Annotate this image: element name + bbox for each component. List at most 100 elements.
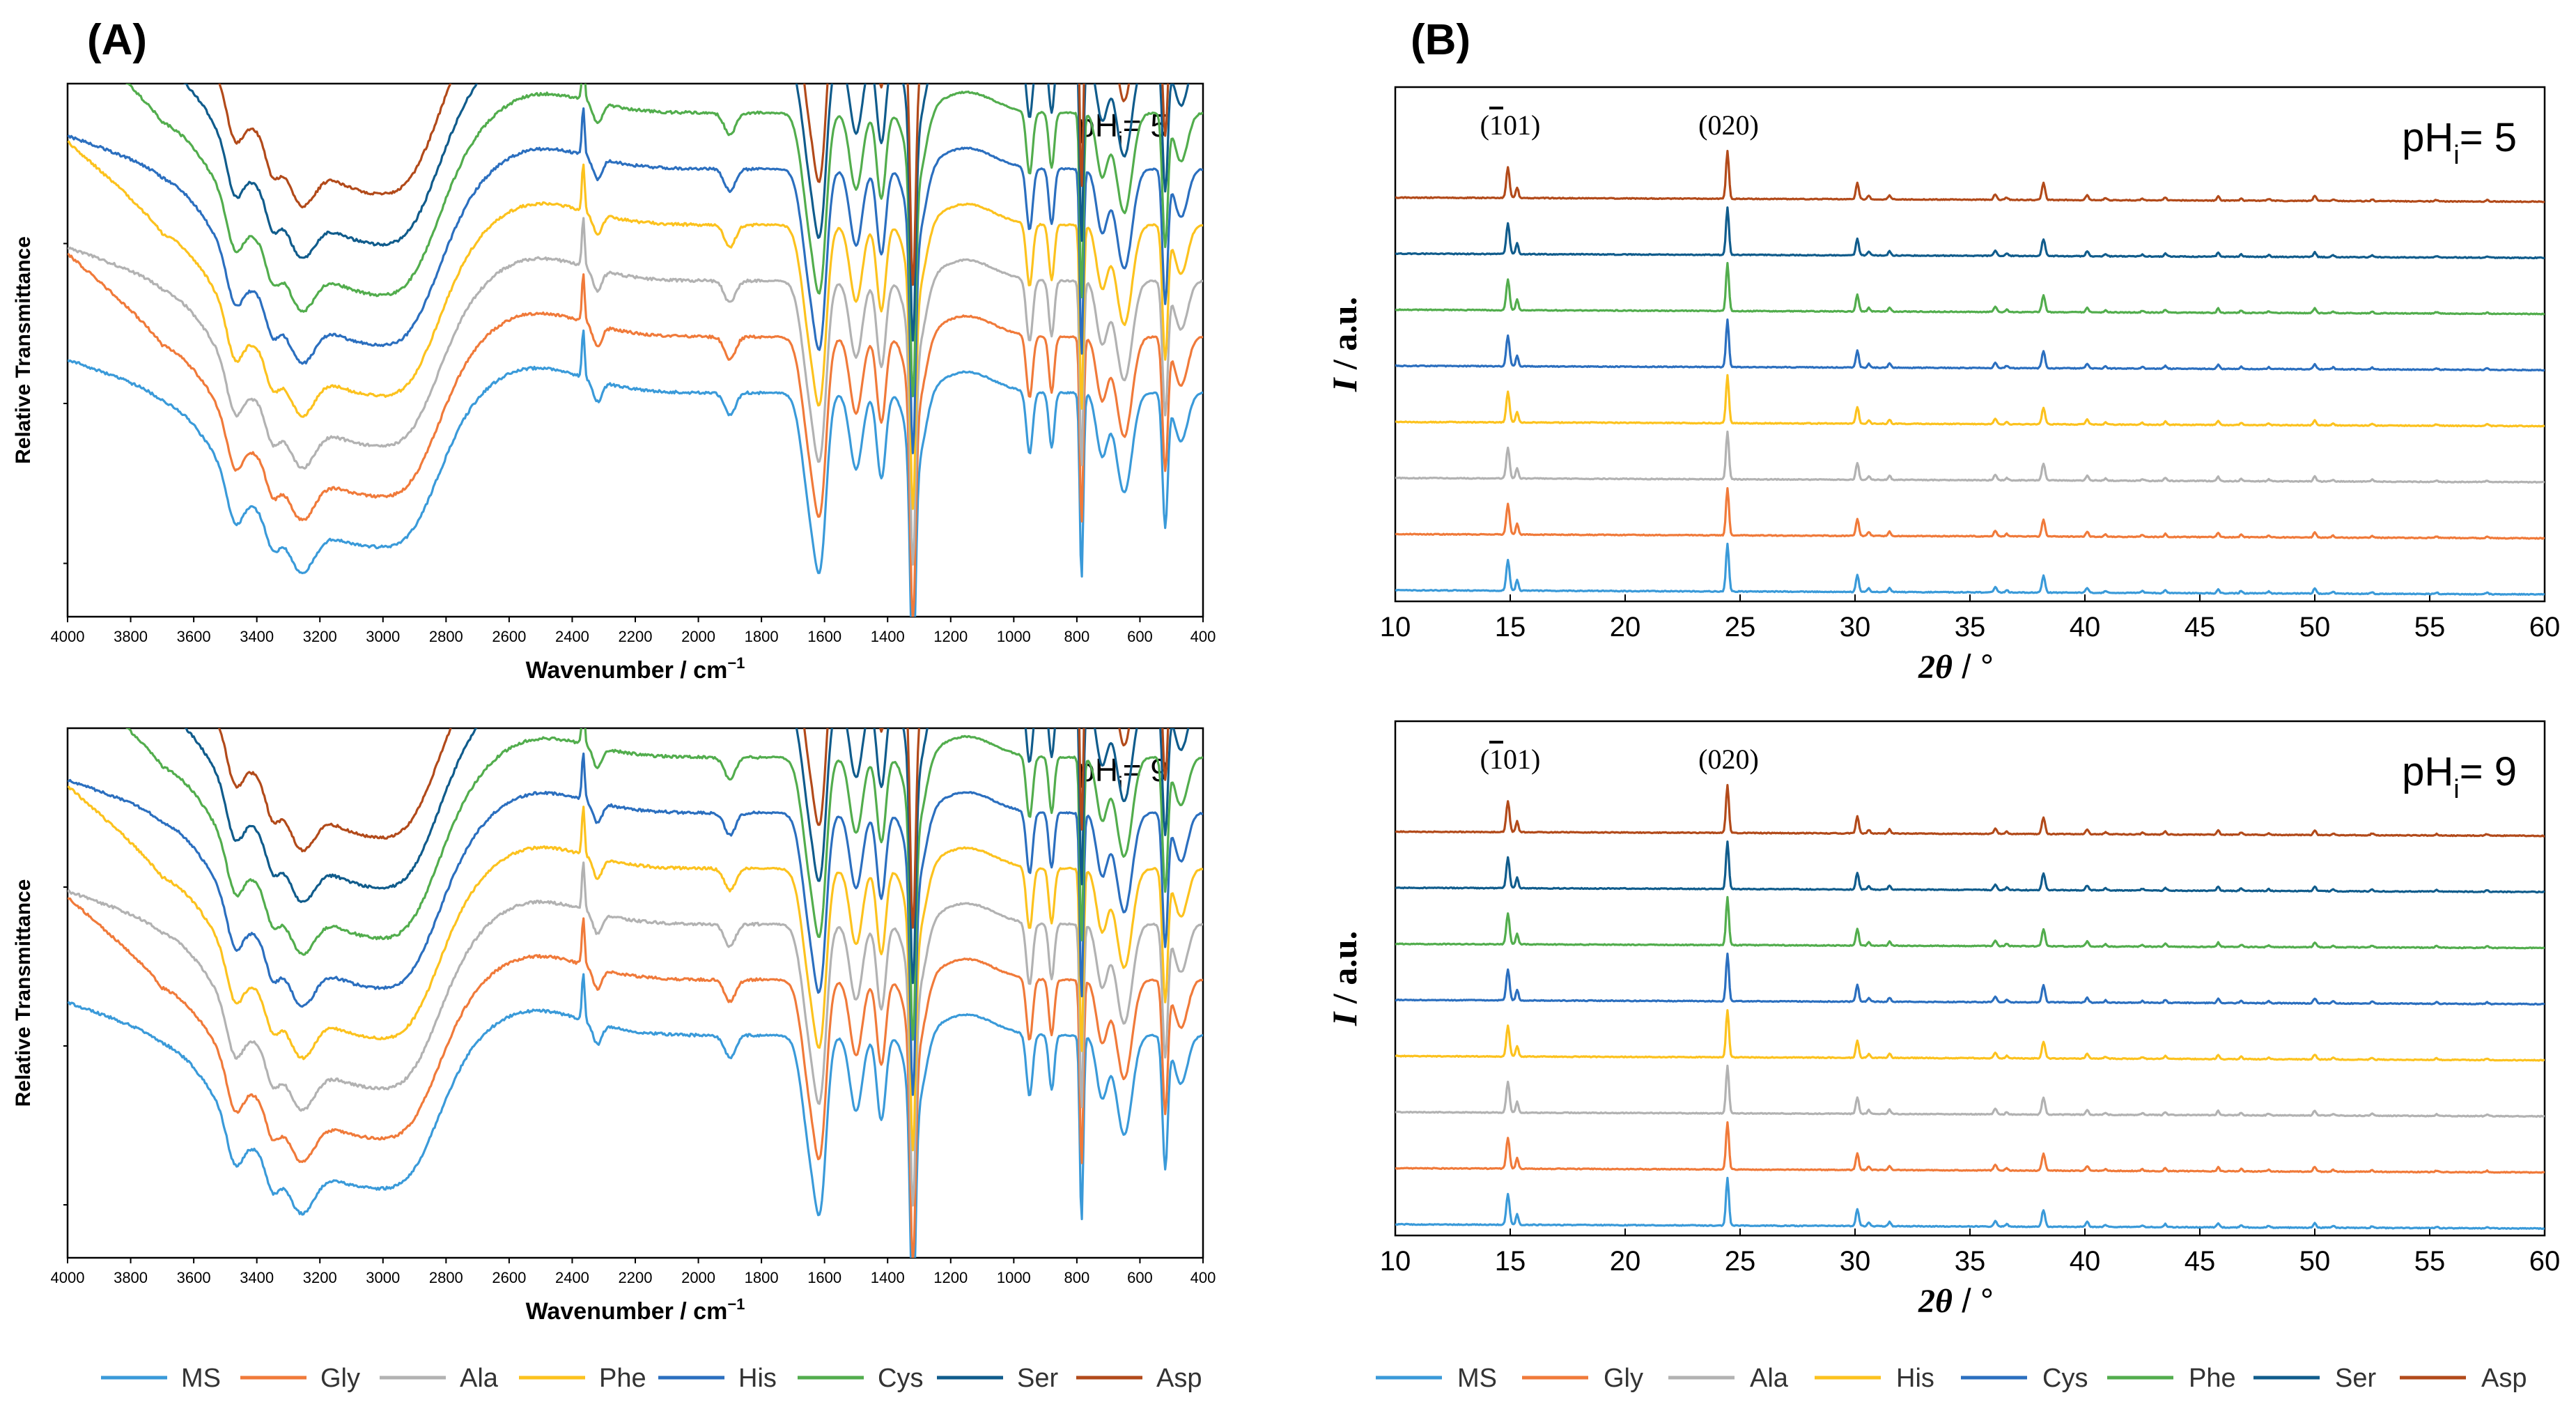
x-tick-label: 1800 [745, 628, 779, 645]
legend-label-phe: Phe [599, 1364, 646, 1393]
x-tick-label: 2600 [492, 1269, 526, 1286]
miller-index-label: (020) [1698, 744, 1759, 775]
x-tick-label: 800 [1064, 1269, 1090, 1286]
xrd-legend: MS Gly Ala His Cys Phe Ser Asp [1376, 1364, 2527, 1393]
series-line-ms [68, 973, 1203, 1258]
x-tick-label: 10 [1380, 612, 1411, 642]
x-tick-label: 35 [1955, 1246, 1986, 1277]
series-line-cys [1395, 953, 2545, 1006]
x-tick-label: 600 [1127, 628, 1153, 645]
x-tick-label: 3200 [303, 1269, 337, 1286]
legend-label-gly: Gly [1604, 1364, 1643, 1393]
series-line-his [68, 752, 1203, 1096]
miller-index-label: (101) [1480, 744, 1541, 775]
x-tick-label: 20 [1610, 1246, 1641, 1277]
x-tick-label: 10 [1380, 1246, 1411, 1277]
series-line-phe [68, 785, 1203, 1152]
x-tick-label: 1200 [933, 1269, 968, 1286]
x-tick-label: 2400 [555, 1269, 589, 1286]
series-line-asp [1395, 150, 2545, 203]
series-layer [68, 728, 1203, 1258]
series-line-ser [1395, 206, 2545, 260]
series-layer [68, 84, 1203, 617]
legend-label-phe: Phe [2189, 1364, 2236, 1393]
x-tick-label: 1400 [871, 628, 905, 645]
x-tick-label: 55 [2414, 1246, 2446, 1277]
series-line-asp [1395, 784, 2545, 838]
ph-label: pHi= 5 [2402, 115, 2517, 170]
series-line-gly [1395, 1121, 2545, 1174]
x-tick-label: 1400 [871, 1269, 905, 1286]
plot-area-frame [66, 727, 1204, 1259]
x-tick-label: 3400 [240, 1269, 274, 1286]
miller-index-label: (020) [1698, 109, 1759, 141]
plot-area-frame [66, 82, 1204, 618]
series-line-cys [1395, 318, 2545, 372]
x-tick-label: 30 [1840, 612, 1871, 642]
panel-b-label: (B) [1411, 16, 1471, 64]
x-tick-label: 2600 [492, 628, 526, 645]
x-tick-label: 3800 [114, 1269, 148, 1286]
y-axis-label: Relative Transmittance [12, 236, 35, 464]
x-tick-label: 3200 [303, 628, 337, 645]
x-tick-label: 2800 [429, 628, 463, 645]
series-line-ms [1395, 1176, 2545, 1231]
series-line-gly [1395, 487, 2545, 540]
series-line-ms [68, 329, 1203, 617]
ftir-ph5-chart: 4000 3800 3600 3400 3200 3000 2800 2600 2400 2200… [12, 82, 1216, 684]
xrd-ph9-chart: 10 15 20 25 30 35 40 45 50 55 60 2θ / ° I / a.u. pHi=… [1325, 720, 2560, 1320]
ftir-legend: MS Gly Ala Phe His Cys Ser Asp [101, 1364, 1202, 1393]
series-line-ala [1395, 1064, 2545, 1118]
ph-label: pHi= 9 [2402, 749, 2517, 804]
x-tick-label: 50 [2299, 1246, 2331, 1277]
legend-label-cys: Cys [878, 1364, 923, 1393]
x-tick-label: 2200 [619, 1269, 653, 1286]
x-tick-label: 1200 [933, 628, 968, 645]
x-tick-label: 1600 [807, 1269, 841, 1286]
series-line-ala [68, 861, 1203, 1207]
y-axis-label: I / a.u. [1325, 297, 1364, 392]
legend-label-his: His [738, 1364, 777, 1393]
x-tick-label: 3400 [240, 628, 274, 645]
legend-label-asp: Asp [1156, 1364, 1202, 1393]
panel-a-label: (A) [87, 16, 147, 64]
legend-label-ms: MS [1457, 1364, 1497, 1393]
x-tick-label: 25 [1725, 1246, 1756, 1277]
series-line-phe [1395, 261, 2545, 316]
x-tick-label: 800 [1064, 628, 1090, 645]
xrd-ph5-chart: 10 15 20 25 30 35 40 45 50 55 60 2θ / ° I / a.u. pHi=… [1325, 86, 2560, 686]
series-line-his [1395, 1009, 2545, 1062]
x-tick-label: 15 [1495, 612, 1526, 642]
miller-index-label: (101) [1480, 109, 1541, 141]
series-line-ms [1395, 542, 2545, 596]
x-tick-label: 25 [1725, 612, 1756, 642]
x-tick-label: 1600 [807, 628, 841, 645]
x-tick-label: 1800 [745, 1269, 779, 1286]
series-line-ser [184, 728, 1190, 985]
legend-label-ms: MS [181, 1364, 221, 1393]
x-tick-label: 40 [2070, 1246, 2101, 1277]
x-axis-label: Wavenumber / cm−1 [526, 654, 745, 684]
series-line-cys [125, 728, 1203, 1041]
x-tick-label: 50 [2299, 612, 2331, 642]
series-line-gly [68, 897, 1203, 1258]
series-line-ser [183, 84, 1190, 342]
y-axis-label: I / a.u. [1325, 931, 1364, 1026]
x-tick-label: 45 [2185, 612, 2216, 642]
x-tick-label: 35 [1955, 612, 1986, 642]
x-tick-label: 3000 [366, 1269, 400, 1286]
series-line-asp [217, 728, 1170, 929]
series-line-his [68, 107, 1203, 454]
x-tick-label: 400 [1190, 1269, 1216, 1286]
x-tick-label: 55 [2414, 612, 2446, 642]
x-tick-label: 600 [1127, 1269, 1153, 1286]
y-axis-label: Relative Transmittance [12, 879, 35, 1107]
plot-area-frame [1394, 720, 2546, 1237]
x-tick-label: 3600 [177, 628, 211, 645]
x-tick-label: 2400 [555, 628, 589, 645]
series-line-phe [68, 140, 1203, 510]
x-tick-label: 15 [1495, 1246, 1526, 1277]
x-tick-label: 3000 [366, 628, 400, 645]
x-tick-label: 400 [1190, 628, 1216, 645]
